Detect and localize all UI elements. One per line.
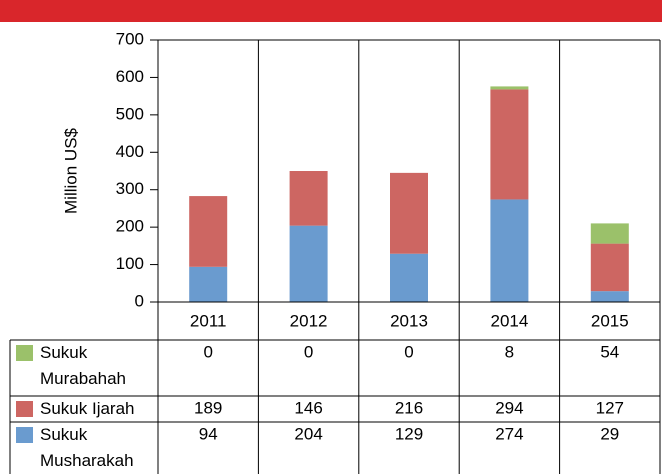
bar-segment (189, 266, 228, 302)
x-tick-label: 2012 (290, 311, 328, 330)
table-value: 0 (304, 342, 313, 361)
legend-label-box: Sukuk Ijarah (40, 399, 135, 418)
table-value: 204 (294, 424, 322, 443)
table-value: 0 (203, 342, 212, 361)
y-axis-label: Million US$ (61, 127, 80, 214)
table-value: 0 (404, 342, 413, 361)
y-tick-label: 400 (116, 142, 144, 161)
y-tick-label: 0 (135, 291, 144, 310)
table-value: 294 (495, 398, 523, 417)
table-value: 54 (600, 342, 619, 361)
top-band (0, 0, 662, 22)
x-tick-label: 2013 (390, 311, 428, 330)
bar-segment (390, 253, 428, 302)
y-tick-label: 500 (116, 104, 144, 123)
bar-segment (490, 86, 529, 90)
legend-label-box: Sukuk Murabahah (40, 343, 127, 388)
bar-segment (289, 171, 328, 226)
legend-label: Sukuk Murabahah (40, 343, 127, 388)
table-value: 127 (596, 398, 624, 417)
legend-label-box: Sukuk Musharakah (40, 425, 134, 470)
legend-swatch (16, 427, 33, 443)
table-value: 129 (395, 424, 423, 443)
legend-label: Sukuk Ijarah (40, 399, 135, 418)
bar-segment (289, 225, 328, 302)
x-tick-label: 2011 (190, 311, 227, 330)
bar-segment (490, 89, 529, 200)
legend-swatch (16, 345, 33, 361)
y-tick-label: 700 (116, 29, 144, 48)
bar-segment (590, 291, 629, 302)
table-value: 29 (600, 424, 619, 443)
bar-segment (590, 223, 629, 244)
x-tick-label: 2014 (490, 311, 528, 330)
table-value: 216 (395, 398, 423, 417)
y-tick-label: 200 (116, 217, 144, 236)
bar-segment (390, 172, 428, 254)
bar-segment (590, 243, 629, 292)
x-tick-label: 2015 (591, 311, 629, 330)
table-value: 8 (505, 342, 514, 361)
table-value: 274 (495, 424, 523, 443)
bar-segment (490, 199, 529, 302)
bar-segment (189, 196, 228, 267)
table-value: 189 (194, 398, 222, 417)
table-value: 94 (199, 424, 218, 443)
y-tick-label: 600 (116, 67, 144, 86)
legend-label: Sukuk Musharakah (40, 425, 134, 470)
legend-swatch (16, 401, 33, 417)
table-value: 146 (294, 398, 322, 417)
y-tick-label: 100 (116, 254, 144, 273)
y-tick-label: 300 (116, 179, 144, 198)
